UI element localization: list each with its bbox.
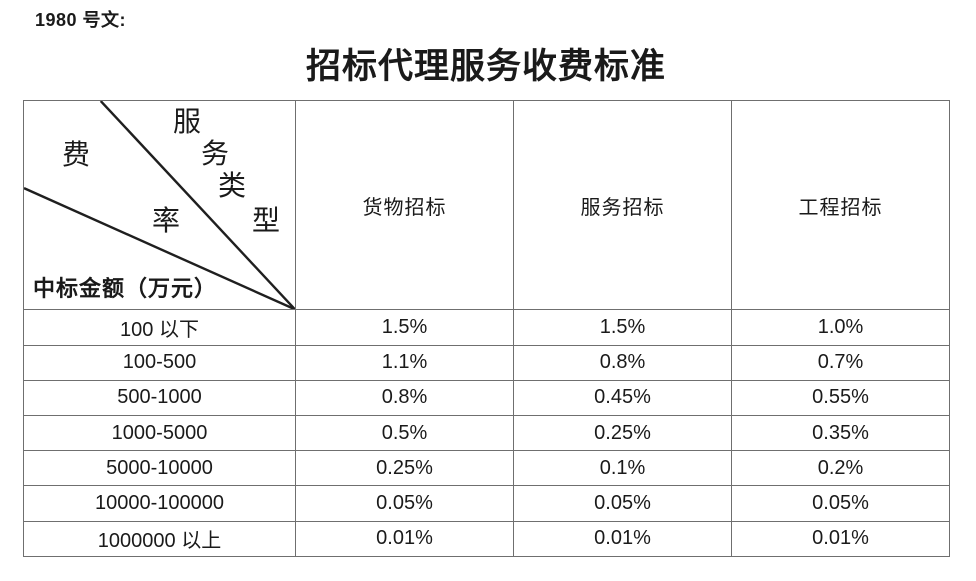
fee-value-cell: 0.2%: [731, 450, 950, 487]
fee-value-cell: 0.05%: [513, 485, 732, 522]
diagonal-header-cell: 服 务 类 型 费 率 中标金额（万元）: [23, 99, 296, 311]
corner-fee-rate-char: 费: [61, 140, 91, 171]
amount-range-cell: 100 以下: [23, 309, 296, 346]
diagonal-divider-lines: [24, 101, 295, 310]
fee-value-cell: 0.01%: [513, 520, 732, 558]
fee-value-cell: 0.8%: [513, 344, 732, 381]
row-axis-label: 中标金额（万元）: [33, 276, 218, 302]
corner-service-type-char: 型: [251, 206, 281, 237]
table-row: 100 以下 1.5% 1.5% 1.0%: [23, 309, 950, 346]
table-row: 100-500 1.1% 0.8% 0.7%: [23, 344, 950, 381]
header-row: 服 务 类 型 费 率 中标金额（万元） 货物招标 服务招标 工程招标: [23, 99, 950, 311]
fee-value-cell: 0.45%: [513, 379, 732, 417]
table-row: 10000-100000 0.05% 0.05% 0.05%: [23, 485, 950, 522]
fee-value-cell: 0.25%: [513, 415, 732, 452]
amount-range-cell: 500-1000: [23, 379, 296, 417]
amount-range-cell: 100-500: [23, 344, 296, 381]
fee-value-cell: 0.05%: [731, 485, 950, 522]
table-row: 1000-5000 0.5% 0.25% 0.35%: [23, 415, 950, 452]
table-row: 5000-10000 0.25% 0.1% 0.2%: [23, 450, 950, 487]
table-row: 500-1000 0.8% 0.45% 0.55%: [23, 379, 950, 417]
corner-service-type-char: 务: [200, 139, 230, 170]
corner-service-type-char: 服: [172, 107, 202, 138]
corner-service-type-char: 类: [217, 171, 247, 202]
amount-range-cell: 1000000 以上: [23, 520, 296, 558]
corner-fee-rate-char: 率: [151, 206, 181, 237]
page-title: 招标代理服务收费标准: [305, 47, 666, 86]
amount-range-cell: 10000-100000: [23, 485, 296, 522]
amount-range-cell: 1000-5000: [23, 415, 296, 452]
table-row: 1000000 以上 0.01% 0.01% 0.01%: [23, 520, 950, 558]
fee-value-cell: 0.35%: [731, 415, 950, 452]
fee-value-cell: 0.55%: [731, 379, 950, 417]
fee-value-cell: 1.1%: [295, 344, 514, 381]
fee-value-cell: 0.5%: [295, 415, 514, 452]
column-header-goods: 货物招标: [295, 99, 514, 311]
column-header-works: 工程招标: [731, 99, 950, 311]
amount-range-cell: 5000-10000: [23, 450, 296, 487]
fee-value-cell: 0.8%: [295, 379, 514, 417]
fee-value-cell: 1.5%: [295, 309, 514, 346]
fee-value-cell: 1.0%: [731, 309, 950, 346]
fee-value-cell: 0.01%: [295, 520, 514, 558]
fee-value-cell: 0.1%: [513, 450, 732, 487]
fee-value-cell: 0.05%: [295, 485, 514, 522]
fee-value-cell: 1.5%: [513, 309, 732, 346]
doc-reference: 1980 号文:: [35, 10, 127, 30]
fee-table: 服 务 类 型 费 率 中标金额（万元） 货物招标 服务招标 工程招标 100 …: [23, 99, 950, 558]
column-header-service: 服务招标: [513, 99, 732, 311]
fee-value-cell: 0.01%: [731, 520, 950, 558]
fee-value-cell: 0.7%: [731, 344, 950, 381]
fee-value-cell: 0.25%: [295, 450, 514, 487]
